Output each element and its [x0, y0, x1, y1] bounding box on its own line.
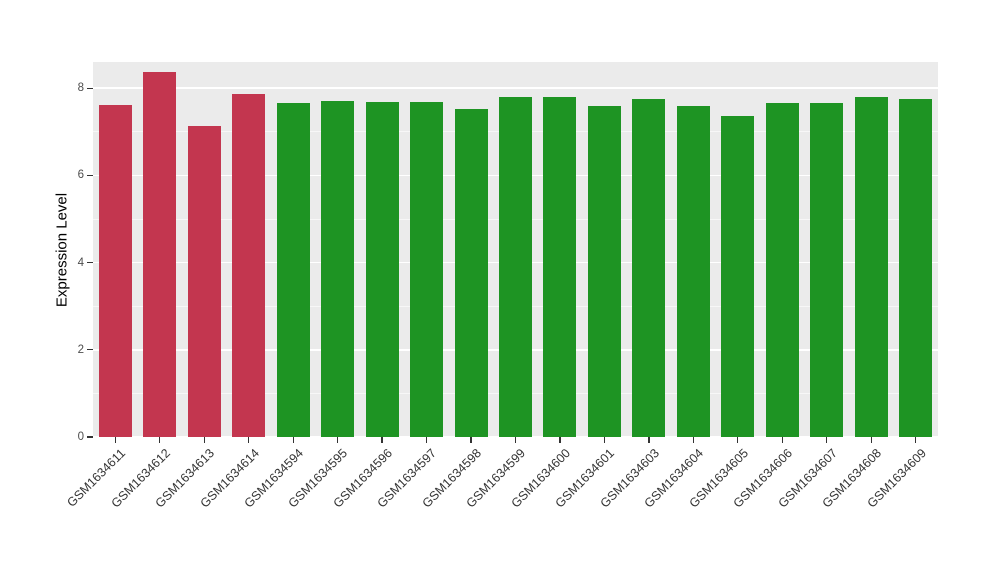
bar-GSM1634604	[676, 106, 710, 437]
y-tick-label: 6	[77, 169, 84, 182]
x-tick-mark	[470, 437, 472, 443]
y-tick-label: 4	[77, 256, 84, 269]
x-tick-mark	[692, 437, 694, 443]
bar-GSM1634611	[98, 104, 132, 437]
x-tick-mark	[870, 437, 872, 443]
bar-GSM1634612	[143, 71, 177, 437]
bar-GSM1634600	[543, 96, 577, 437]
bar-GSM1634594	[276, 103, 310, 437]
bar-GSM1634599	[499, 96, 532, 437]
x-tick-mark	[781, 437, 783, 443]
bar-GSM1634613	[187, 126, 221, 437]
bar-GSM1634607	[810, 102, 844, 437]
bar-GSM1634606	[765, 103, 799, 437]
plot-panel	[93, 62, 938, 438]
y-tick-mark	[87, 436, 93, 438]
x-tick-mark	[514, 437, 517, 443]
bar-GSM1634601	[587, 105, 621, 437]
y-tick-mark	[87, 174, 93, 176]
x-tick-mark	[915, 437, 917, 443]
x-tick-mark	[559, 437, 561, 443]
x-tick-mark	[737, 437, 739, 443]
y-tick-label: 0	[77, 431, 84, 443]
y-tick-mark	[87, 261, 93, 264]
y-tick-label: 2	[77, 343, 84, 356]
bar-GSM1634603	[632, 99, 666, 437]
x-tick-mark	[292, 437, 294, 443]
gridline-major	[93, 87, 938, 89]
x-tick-mark	[648, 437, 650, 443]
bar-GSM1634614	[232, 93, 266, 437]
y-axis-title: Expression Level	[53, 192, 71, 308]
bar-GSM1634605	[721, 115, 755, 437]
x-tick-mark	[425, 437, 428, 443]
x-tick-mark	[248, 437, 250, 443]
bar-GSM1634608	[854, 96, 888, 437]
bar-GSM1634609	[899, 99, 933, 437]
bar-GSM1634595	[321, 101, 355, 437]
y-tick-label: 8	[77, 82, 84, 95]
x-tick-mark	[381, 437, 383, 443]
x-tick-mark	[159, 437, 161, 443]
bar-GSM1634598	[454, 108, 488, 437]
x-tick-mark	[114, 437, 116, 443]
bar-GSM1634597	[410, 102, 444, 437]
y-tick-mark	[87, 87, 93, 89]
x-tick-mark	[203, 437, 205, 443]
y-tick-mark	[87, 349, 93, 351]
x-tick-mark	[826, 437, 828, 443]
x-tick-mark	[337, 437, 339, 443]
x-tick-mark	[603, 437, 606, 443]
bar-GSM1634596	[365, 102, 399, 437]
